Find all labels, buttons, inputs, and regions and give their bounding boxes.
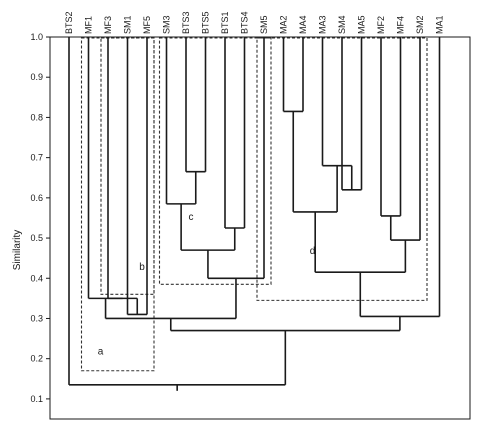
leaf-label: BTS1 <box>220 11 230 34</box>
leaf-label: MF4 <box>396 16 406 34</box>
y-tick-label: 0.9 <box>30 72 43 82</box>
y-tick-label: 0.3 <box>30 313 43 323</box>
leaf-label: MF3 <box>103 16 113 34</box>
y-axis-ticks: 1.0 0.9 0.8 0.7 0.6 0.5 0.4 0.3 0.2 0.1 <box>30 32 50 404</box>
leaf-label: BTS4 <box>240 11 250 34</box>
leaf-label: MF2 <box>376 16 386 34</box>
leaf-label: SM5 <box>259 15 269 34</box>
leaf-label: MA2 <box>279 15 289 34</box>
cluster-label-b: b <box>139 262 145 273</box>
leaf-label: BTS2 <box>64 11 74 34</box>
cluster-labels: a b c d <box>98 212 316 358</box>
leaf-label: MF1 <box>84 16 94 34</box>
leaf-label: MA1 <box>435 15 445 34</box>
plot-frame <box>49 36 471 420</box>
leaf-label: MA3 <box>318 15 328 34</box>
group-box-c <box>158 37 272 285</box>
leaf-label: SM2 <box>415 15 425 34</box>
group-boxes <box>80 37 428 372</box>
y-tick-label: 0.7 <box>30 153 43 163</box>
leaf-label: SM3 <box>162 15 172 34</box>
leaf-label: MF5 <box>142 16 152 34</box>
dendrogram-branches <box>68 37 441 391</box>
group-box-a <box>80 37 155 372</box>
leaf-label: MA5 <box>357 15 367 34</box>
y-tick-label: 0.5 <box>30 233 43 243</box>
cluster-label-d: d <box>310 246 316 257</box>
leaf-label: SM4 <box>337 15 347 34</box>
y-tick-label: 1.0 <box>30 32 43 42</box>
cluster-label-a: a <box>98 347 104 358</box>
leaf-label: MA4 <box>298 15 308 34</box>
y-tick-label: 0.1 <box>30 394 43 404</box>
cluster-label-c: c <box>189 212 194 223</box>
leaf-label: BTS3 <box>181 11 191 34</box>
y-tick-label: 0.2 <box>30 354 43 364</box>
y-tick-label: 0.4 <box>30 273 43 283</box>
leaf-labels: BTS2 MF1 MF3 SM1 MF5 SM3 BTS3 BTS5 BTS1 BTS4 SM5 MA… <box>64 11 445 34</box>
leaf-label: BTS5 <box>201 11 211 34</box>
leaf-label: SM1 <box>123 15 133 34</box>
y-axis-label: Similarity <box>12 230 23 271</box>
y-tick-label: 0.6 <box>30 193 43 203</box>
y-tick-label: 0.8 <box>30 112 43 122</box>
